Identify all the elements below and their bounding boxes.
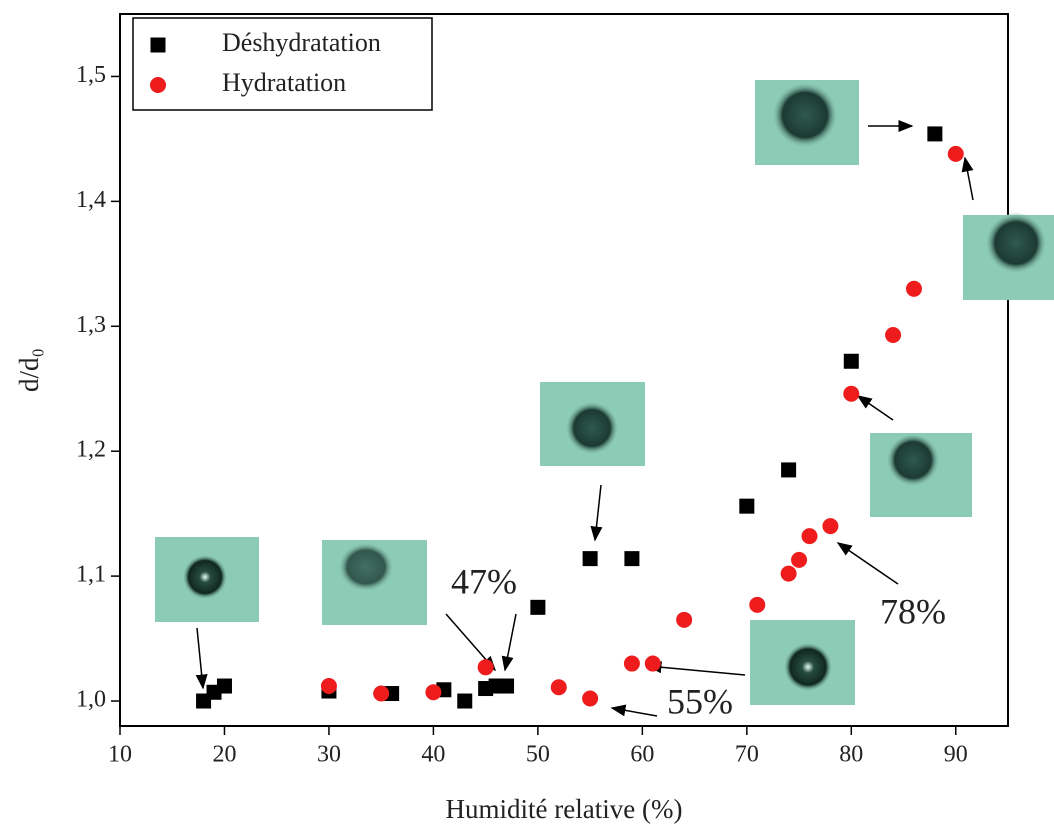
y-tick-label: 1,0 (76, 687, 106, 713)
arrow (590, 484, 603, 542)
point (582, 551, 598, 567)
x-tick-label: 90 (944, 742, 968, 768)
point (477, 659, 494, 676)
annotation: 78% (880, 591, 946, 631)
droplet (773, 83, 837, 147)
y-tick-label: 1,4 (76, 187, 106, 213)
y-tick-label: 1,3 (76, 312, 106, 338)
x-tick-label: 60 (630, 742, 654, 768)
droplet (784, 643, 832, 691)
point (457, 693, 473, 709)
point (781, 462, 797, 478)
arrows (195, 120, 974, 717)
point (905, 280, 922, 297)
point (676, 611, 693, 628)
point (822, 518, 839, 535)
point (947, 145, 964, 162)
y-tick-label: 1,1 (76, 562, 106, 588)
x-tick-label: 40 (421, 742, 445, 768)
point (582, 690, 599, 707)
legend-label: Hydratation (222, 68, 346, 97)
plot-frame (119, 13, 1009, 727)
point (530, 599, 546, 615)
annotation: 47% (451, 561, 517, 601)
arrow (961, 156, 974, 201)
x-tick-label: 70 (735, 742, 759, 768)
y-tick-label: 1,5 (76, 62, 106, 88)
x-tick-label: 50 (526, 742, 550, 768)
point (216, 678, 232, 694)
x-tick-label: 30 (317, 742, 341, 768)
x-tick-label: 10 (108, 742, 132, 768)
x-tick-label: 80 (839, 742, 863, 768)
arrow (195, 627, 208, 690)
point (425, 684, 442, 701)
point (624, 551, 640, 567)
point (885, 327, 902, 344)
arrow (610, 704, 658, 717)
point (499, 678, 515, 694)
legend (132, 17, 433, 111)
annotation: 55% (667, 681, 733, 721)
point (843, 353, 859, 369)
micrographs (155, 80, 1054, 705)
point (791, 551, 808, 568)
x-tick-label: 20 (212, 742, 236, 768)
y-tick-label: 1,2 (76, 437, 106, 463)
x-axis-label: Humidité relative (%) (446, 794, 683, 824)
point (801, 528, 818, 545)
point (739, 498, 755, 514)
legend-marker (150, 37, 166, 53)
arrow (856, 395, 894, 421)
point (749, 596, 766, 613)
droplet (183, 555, 227, 599)
point (644, 655, 661, 672)
point (623, 655, 640, 672)
droplet (986, 213, 1046, 273)
point (927, 126, 943, 142)
point (550, 679, 567, 696)
arrow (836, 542, 899, 585)
point (320, 678, 337, 695)
droplet (887, 434, 939, 486)
arrow (646, 661, 746, 676)
point (373, 685, 390, 702)
arrow (501, 613, 517, 672)
legend-marker (150, 77, 166, 93)
point (780, 565, 797, 582)
droplet (339, 543, 393, 591)
legend-label: Déshydratation (222, 28, 381, 57)
y-axis-label: d/d₀ (14, 348, 44, 392)
droplet (566, 402, 618, 454)
point (843, 385, 860, 402)
